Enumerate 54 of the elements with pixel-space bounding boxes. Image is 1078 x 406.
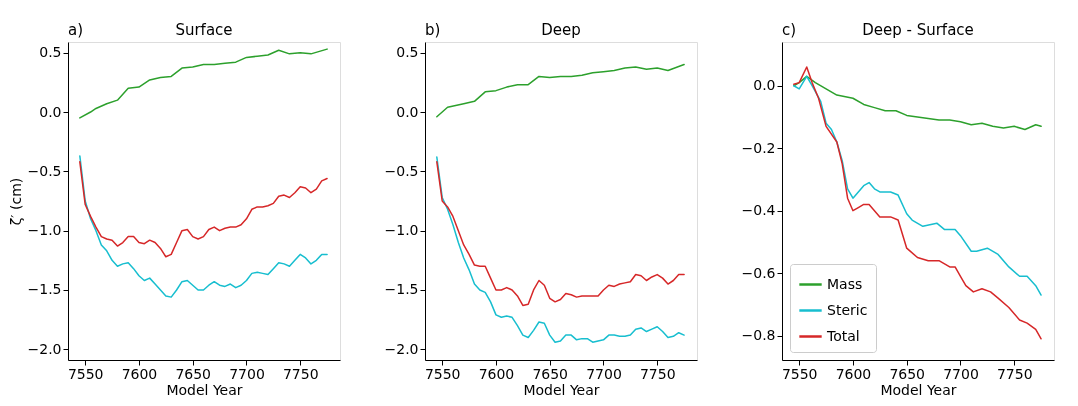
y-tick-label: −0.5	[27, 162, 62, 179]
x-axis-title: Model Year	[880, 381, 957, 398]
line-series	[79, 161, 328, 258]
legend-label: Mass	[827, 275, 863, 292]
y-tick-label: −0.5	[384, 162, 419, 179]
line-series	[793, 66, 1042, 340]
chart-title: Deep - Surface	[862, 21, 974, 39]
text: a)	[68, 21, 84, 39]
line-series	[436, 161, 685, 307]
legend-label: Steric	[827, 301, 868, 318]
text: c)	[782, 21, 797, 39]
y-tick-label: 0.5	[39, 44, 62, 61]
x-tick-label: 7700	[229, 365, 265, 382]
x-tick-label: 7650	[532, 365, 569, 382]
y-tick-label: −1.0	[27, 222, 62, 239]
legend-label: Total	[826, 327, 860, 344]
x-tick-label: 7650	[889, 365, 926, 382]
x-tick-label: 7550	[67, 365, 104, 382]
y-tick-label: 0.0	[753, 77, 776, 94]
x-tick-label: 7550	[781, 365, 818, 382]
line-series	[79, 48, 328, 119]
y-axis-title: ζ′ (cm)	[7, 177, 24, 226]
x-tick-label: 7600	[835, 365, 872, 382]
line-series	[793, 75, 1042, 296]
x-tick-label: 7750	[996, 365, 1033, 382]
line-series	[436, 63, 685, 118]
line-series	[793, 75, 1042, 131]
x-tick-label: 7750	[282, 365, 319, 382]
x-axis-title: Model Year	[523, 381, 600, 398]
x-axis-title: Model Year	[166, 381, 243, 398]
x-tick-label: 7700	[943, 365, 979, 382]
y-tick-label: 0.0	[396, 103, 419, 120]
x-tick-label: 7600	[121, 365, 158, 382]
y-tick-label: −1.0	[384, 222, 419, 239]
y-tick-label: −0.2	[741, 139, 776, 156]
x-tick-label: 7750	[639, 365, 676, 382]
text: b)	[425, 21, 441, 39]
y-tick-label: −2.0	[27, 340, 62, 357]
y-tick-label: 0.5	[396, 44, 419, 61]
y-tick-label: −1.5	[27, 281, 62, 298]
line-series	[79, 155, 328, 298]
chart-title: Deep	[541, 21, 581, 39]
x-tick-label: 7700	[586, 365, 622, 382]
x-tick-label: 7650	[175, 365, 212, 382]
y-tick-label: −0.8	[741, 327, 776, 344]
x-tick-label: 7550	[424, 365, 461, 382]
line-series	[436, 156, 685, 343]
y-tick-label: −0.4	[741, 202, 776, 219]
x-tick-label: 7600	[478, 365, 515, 382]
y-tick-label: −1.5	[384, 281, 419, 298]
chart-title: Surface	[175, 21, 233, 39]
y-tick-label: 0.0	[39, 103, 62, 120]
y-tick-label: −0.6	[741, 264, 776, 281]
y-tick-label: −2.0	[384, 340, 419, 357]
